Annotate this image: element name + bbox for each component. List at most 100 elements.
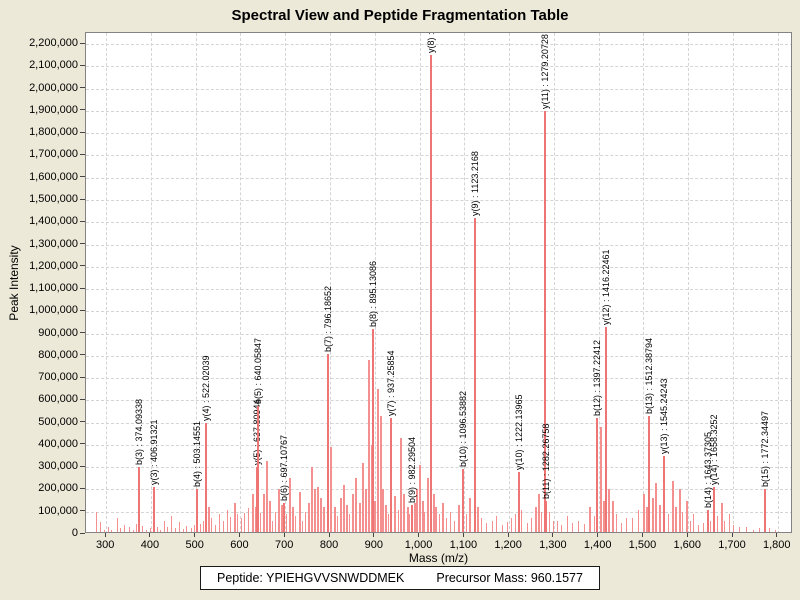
spectrum-peak xyxy=(439,513,441,532)
peak-annotation: b(15) : 1772.34497 xyxy=(760,411,771,488)
y-tick-mark xyxy=(80,376,85,378)
spectrum-peak xyxy=(190,528,192,532)
grid-line-horizontal xyxy=(86,444,791,446)
spectrum-peak xyxy=(651,498,654,532)
grid-line-horizontal xyxy=(86,110,791,112)
peak-annotation: b(3) : 374.09338 xyxy=(134,399,145,466)
spectrum-peak xyxy=(496,516,498,532)
spectrum-peak xyxy=(769,528,771,532)
spectrum-peak xyxy=(292,507,295,532)
spectrum-peak xyxy=(289,478,292,532)
spectrum-peak xyxy=(355,478,358,532)
spectrum-peak xyxy=(541,511,543,532)
spectrum-peak xyxy=(320,498,323,532)
grid-line-horizontal xyxy=(86,155,791,157)
spectrum-peak xyxy=(254,507,257,532)
grid-line-vertical xyxy=(106,33,108,532)
grid-line-vertical xyxy=(150,33,152,532)
x-tick-label: 600 xyxy=(230,539,249,551)
y-tick-label: 2,100,000 xyxy=(29,59,78,72)
spectrum-peak xyxy=(230,517,232,532)
y-tick-mark xyxy=(80,532,85,534)
spectrum-peak xyxy=(145,529,147,532)
spectrum-peak xyxy=(330,447,333,532)
y-tick-label: 100,000 xyxy=(38,504,78,517)
spectrum-peak xyxy=(506,521,508,532)
spectrum-peak xyxy=(616,513,618,532)
spectrum-peak xyxy=(374,500,377,532)
spectrum-peak xyxy=(100,521,102,532)
spectrum-peak xyxy=(526,522,528,532)
grid-line-vertical xyxy=(464,33,466,532)
y-tick-mark xyxy=(80,332,85,334)
grid-line-vertical xyxy=(330,33,332,532)
y-tick-label: 1,700,000 xyxy=(29,148,78,161)
spectrum-peak xyxy=(376,389,379,532)
y-tick-mark xyxy=(80,220,85,222)
spectrum-peak xyxy=(642,493,645,532)
spectrum-peak xyxy=(775,529,777,532)
spectrum-peak xyxy=(160,529,162,532)
y-tick-mark xyxy=(80,87,85,89)
x-tick-label: 1,800 xyxy=(763,539,791,551)
x-tick-label: 700 xyxy=(275,539,294,551)
peak-annotation: y(14) : 1658.3252 xyxy=(709,414,720,486)
spectrum-peak xyxy=(552,520,554,532)
x-tick-label: 900 xyxy=(364,539,383,551)
grid-line-horizontal xyxy=(86,311,791,313)
spectrum-peak xyxy=(421,500,424,532)
grid-line-vertical xyxy=(374,33,376,532)
spectrum-peak xyxy=(339,498,342,532)
x-tick-label: 1,400 xyxy=(583,539,612,551)
peak-annotation: y(8) : xyxy=(425,32,436,54)
spectrum-peak xyxy=(274,511,276,532)
annotated-peak xyxy=(662,456,665,532)
grid-line-vertical xyxy=(285,33,287,532)
y-tick-label: 1,300,000 xyxy=(29,237,78,250)
x-tick-label: 1,500 xyxy=(628,539,657,551)
spectral-plot[interactable]: b(3) : 374.09338 y(3) : 406.91321 b(4) : 5… xyxy=(85,32,792,533)
spectrum-peak xyxy=(149,527,151,532)
spectrum-peak xyxy=(445,518,447,532)
spectrum-peak xyxy=(107,527,109,532)
grid-line-horizontal xyxy=(86,177,791,179)
spectrum-peak xyxy=(233,502,236,532)
y-tick-label: 2,000,000 xyxy=(29,81,78,94)
footer: Peptide: YPIEHGVVSNWDDMEK Precursor Mass:… xyxy=(0,566,800,590)
x-tick-label: 1,100 xyxy=(449,539,478,551)
grid-line-vertical xyxy=(509,33,511,532)
x-tick-mark xyxy=(731,533,733,537)
grid-line-vertical xyxy=(419,33,421,532)
peak-annotation: y(7) : 937.25854 xyxy=(386,350,397,417)
spectrum-peak xyxy=(409,513,411,532)
spectrum-peak xyxy=(672,480,675,532)
spectrum-peak xyxy=(655,482,658,532)
y-tick-label: 1,100,000 xyxy=(29,282,78,295)
grid-line-horizontal xyxy=(86,422,791,424)
annotated-peak xyxy=(706,509,709,532)
spectrum-peak xyxy=(728,513,730,532)
spectrum-peak xyxy=(599,427,602,532)
grid-line-vertical xyxy=(643,33,645,532)
y-tick-label: 600,000 xyxy=(38,393,78,406)
spectrum-peak xyxy=(397,509,399,532)
x-tick-mark xyxy=(194,533,196,537)
grid-line-horizontal xyxy=(86,355,791,357)
y-tick-mark xyxy=(80,109,85,111)
spectrum-peak xyxy=(269,500,272,532)
spectrum-peak xyxy=(280,505,283,532)
spectrum-peak xyxy=(697,525,699,532)
y-tick-mark xyxy=(80,131,85,133)
spectrum-peak xyxy=(703,522,705,532)
spectrum-peak xyxy=(278,489,281,532)
grid-line-vertical xyxy=(598,33,600,532)
annotated-peak xyxy=(764,489,767,532)
x-tick-label: 400 xyxy=(140,539,160,551)
x-tick-label: 300 xyxy=(95,539,115,551)
spectrum-peak xyxy=(611,500,614,532)
spectrum-peak xyxy=(435,507,438,532)
grid-line-horizontal xyxy=(86,467,791,469)
spectrum-peak xyxy=(515,513,517,532)
spectrum-peak xyxy=(186,526,188,532)
annotated-peak xyxy=(647,415,650,532)
